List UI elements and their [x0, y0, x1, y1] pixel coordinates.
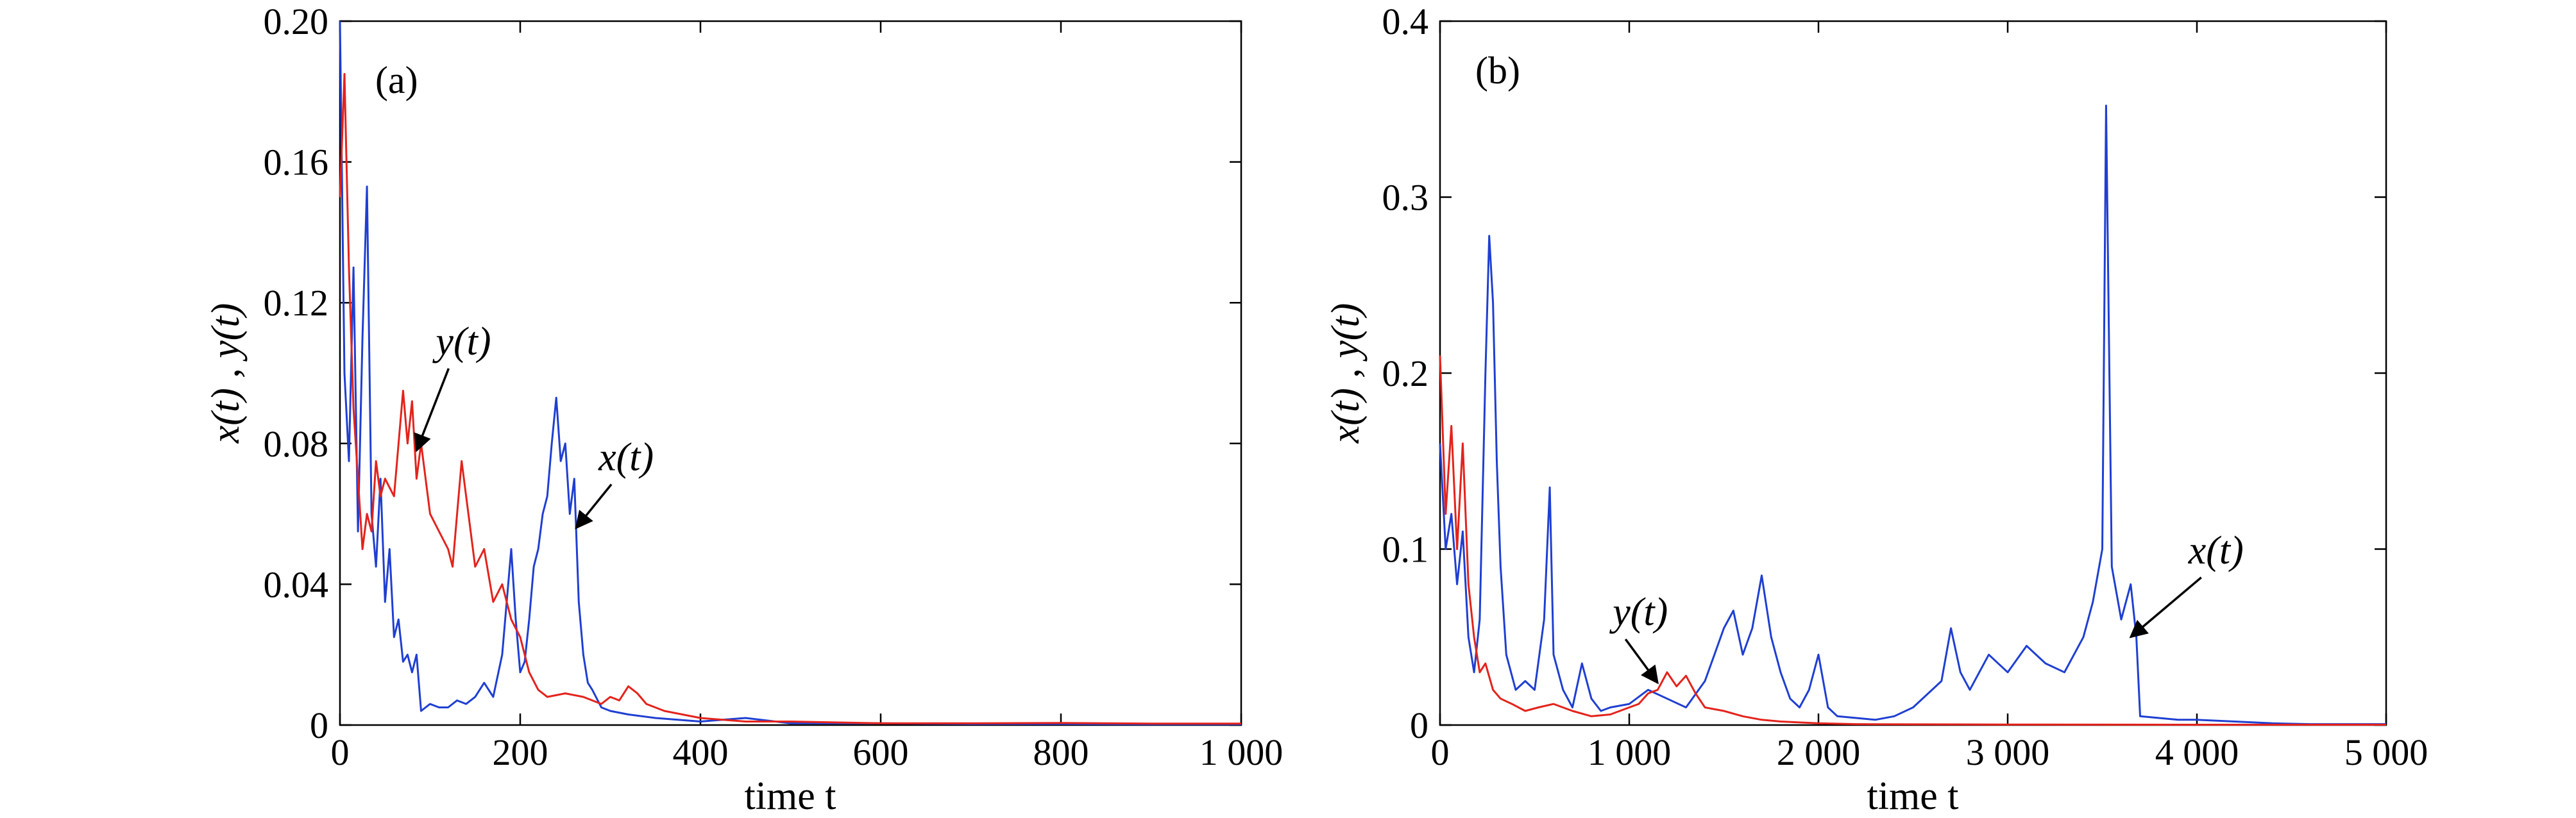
panel-a-xtick-label: 0	[331, 731, 350, 773]
panel-a: 0 200 400 600 800 1 00000.040.080.120.160.20 …	[204, 1, 1283, 818]
panel-b-xtick-label: 2 000	[1777, 731, 1861, 773]
panel-b-ytick-label: 0	[1410, 705, 1428, 746]
panel-b-ticks: 0 1 000 2 000 3 000 4 000 5 000 0 0.1 0.2 0.3 0.4	[1382, 1, 2428, 773]
panel-a-tag: (a)	[375, 59, 418, 101]
panel-a-xtick-label: 600	[853, 731, 909, 773]
panel-a-xtick-label: 1 000	[1199, 731, 1284, 773]
panel-b-xlabel: time t	[1867, 774, 1959, 818]
panel-a-annotation-arrow	[575, 483, 613, 530]
panel-a-annotation-arrow	[414, 368, 450, 453]
panel-a-ticks: 0 200 400 600 800 1 000 0 0.04 0.08 0.12 0.16 0.20	[264, 1, 1284, 773]
panel-a-xtick-label: 800	[1033, 731, 1089, 773]
panel-a-annotation-label: y(t)	[432, 320, 491, 363]
panel-b-ytick-label: 0.4	[1382, 1, 1429, 42]
panel-b-series-y-line	[1439, 355, 2386, 726]
panel-b-annotation-arrow	[2129, 576, 2202, 639]
panel-b-ytick-label: 0.3	[1382, 177, 1429, 219]
panel-a-frame	[339, 20, 1242, 726]
panel-a-annotation-label: x(t)	[598, 436, 654, 480]
panel-b-xtick-label: 4 000	[2155, 731, 2239, 773]
panel-b-ylabel: x(t) , y(t)	[1324, 303, 1368, 444]
panel-a-ytick-label: 0	[310, 705, 328, 746]
panel-b-xtick-label: 0	[1431, 731, 1450, 773]
panel-b-frame	[1439, 20, 2387, 726]
panel-b-tag: (b)	[1475, 49, 1520, 92]
panel-b-annotation-arrow	[1624, 639, 1659, 685]
panel-a-xtick-label: 200	[493, 731, 548, 773]
panel-a-xlabel: time t	[745, 774, 836, 818]
panel-b-annotation-label: x(t)	[2188, 529, 2244, 572]
panel-a-series-y-line	[339, 72, 1241, 725]
panel-a-ytick-label: 0.08	[264, 423, 329, 465]
panel-a-ytick-label: 0.04	[264, 563, 329, 605]
panel-a-ytick-label: 0.12	[264, 282, 329, 324]
panel-a-lines	[339, 21, 1241, 726]
panel-a-annotations: y(t) x(t)	[414, 320, 654, 530]
panel-b-ytick-label: 0.2	[1382, 353, 1429, 394]
panel-b-lines	[1439, 104, 2386, 726]
panel-a-ylabel: x(t) , y(t)	[204, 303, 248, 444]
panel-b-xtick-label: 3 000	[1966, 731, 2050, 773]
panel-b-annotations: y(t) x(t)	[1609, 529, 2244, 685]
panel-a-ytick-label: 0.16	[264, 142, 329, 183]
panel-a-xtick-label: 400	[673, 731, 729, 773]
panel-b-xtick-label: 1 000	[1588, 731, 1672, 773]
panel-b-ytick-label: 0.1	[1382, 529, 1429, 571]
panel-b-xtick-label: 5 000	[2344, 731, 2428, 773]
panel-b-series-x-line	[1439, 104, 2386, 726]
panel-a-series-x-line	[339, 21, 1241, 726]
panel-b-annotation-label: y(t)	[1609, 590, 1668, 634]
panel-a-ytick-label: 0.20	[264, 1, 329, 42]
